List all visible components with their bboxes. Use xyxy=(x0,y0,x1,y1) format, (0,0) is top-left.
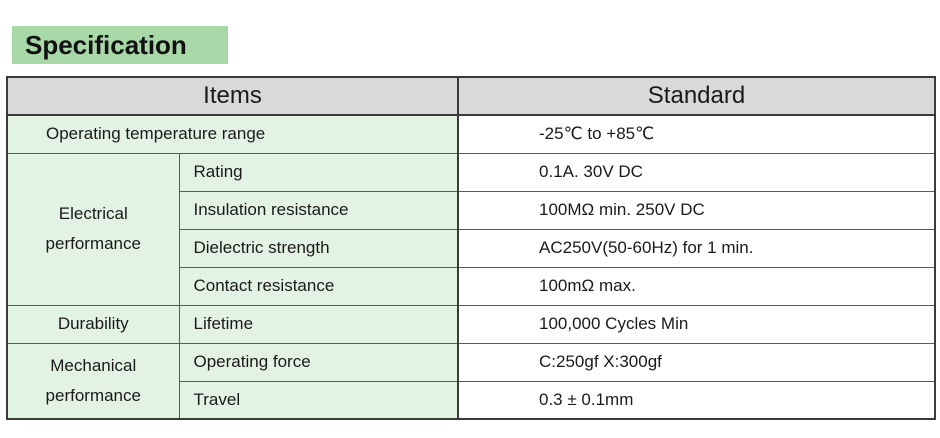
item-value: 100,000 Cycles Min xyxy=(457,304,936,344)
item-value: 0.1A. 30V DC xyxy=(457,152,936,192)
table-row: Mechanical performance Operating force C… xyxy=(6,342,936,420)
page-title: Specification xyxy=(12,26,228,64)
group-label-line: performance xyxy=(45,385,141,405)
table-row: Dielectric strength AC250V(50-60Hz) for … xyxy=(7,228,936,268)
table-header-row: Items Standard xyxy=(6,76,936,116)
group-label-line: performance xyxy=(45,234,141,253)
table-row: Operating temperature range -25℃ to +85℃ xyxy=(6,114,936,154)
header-standard: Standard xyxy=(457,76,936,116)
item-label: Rating xyxy=(178,152,459,192)
table-row: Durability Lifetime 100,000 Cycles Min xyxy=(6,304,936,344)
item-label: Lifetime xyxy=(178,304,459,344)
table-row: Electrical performance Rating 0.1A. 30V … xyxy=(6,152,936,306)
table-row: Insulation resistance 100MΩ min. 250V DC xyxy=(7,190,936,230)
group-mechanical: Mechanical performance xyxy=(6,342,180,420)
group-label-line: Mechanical xyxy=(50,355,137,375)
item-label: Insulation resistance xyxy=(178,190,459,230)
group-label-line: Electrical xyxy=(58,204,128,223)
table-row: Contact resistance 100mΩ max. xyxy=(7,266,936,306)
header-items: Items xyxy=(6,76,459,116)
group-durability: Durability xyxy=(6,304,180,344)
row-label-temperature: Operating temperature range xyxy=(6,114,459,154)
item-value: C:250gf X:300gf xyxy=(457,342,936,382)
item-label: Dielectric strength xyxy=(178,228,459,268)
item-label: Operating force xyxy=(178,342,459,382)
group-electrical: Electrical performance xyxy=(6,152,180,306)
item-label: Contact resistance xyxy=(178,266,459,306)
item-value: 100mΩ max. xyxy=(457,266,936,306)
specification-table: Items Standard Operating temperature ran… xyxy=(6,76,936,420)
item-label: Travel xyxy=(178,380,459,420)
item-value: AC250V(50-60Hz) for 1 min. xyxy=(457,228,936,268)
table-row: Travel 0.3 ± 0.1mm xyxy=(7,380,936,420)
item-value: 0.3 ± 0.1mm xyxy=(457,380,936,420)
item-value: 100MΩ min. 250V DC xyxy=(457,190,936,230)
row-value-temperature: -25℃ to +85℃ xyxy=(457,114,936,154)
